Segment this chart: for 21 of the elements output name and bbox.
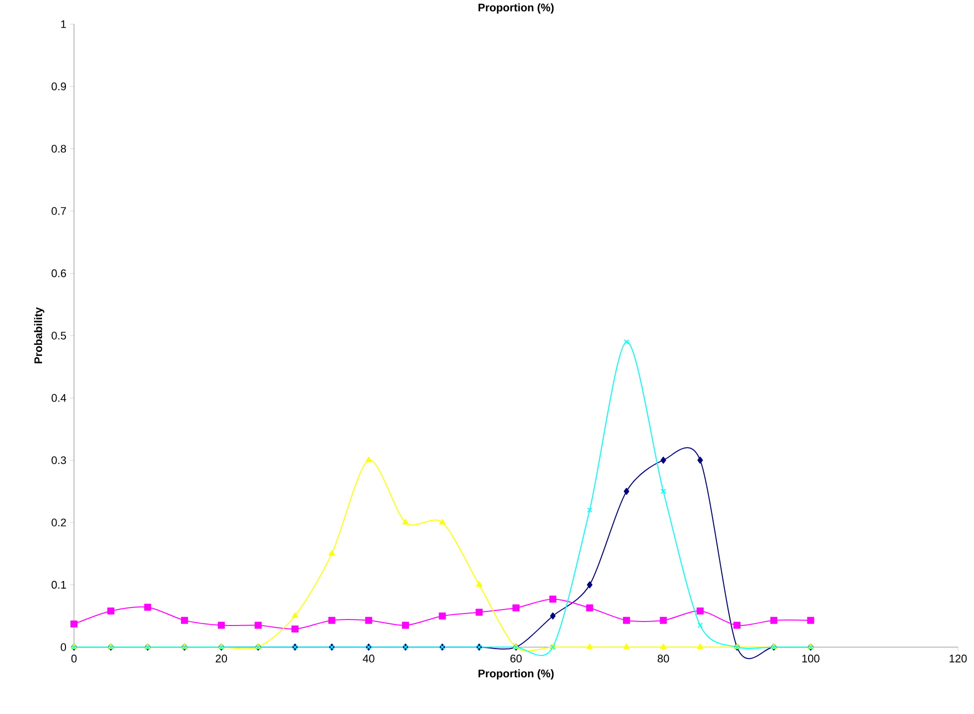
x-tick-label: 0 [71,654,77,662]
x-tick-label: 20 [216,654,228,662]
x-tick-label: 60 [510,654,522,662]
y-tick-label: 0.2 [52,518,66,526]
y-tick-label: 0.8 [52,144,66,153]
y-tick-label: 0.5 [52,332,66,340]
y-tick-label: 0.1 [52,580,66,589]
y-tick-label: 0.6 [52,269,66,278]
y-tick-label: 0.4 [52,394,66,402]
x-tick-label: 120 [950,654,967,662]
chart-title: Proportion (%) [478,3,554,14]
y-axis-title: Probability [34,307,44,364]
y-tick-label: 1 [61,20,66,28]
y-tick-label: 0.7 [52,207,66,215]
x-tick-label: 40 [362,654,374,662]
x-tick-label: 100 [802,654,820,662]
x-tick-label: 80 [658,654,670,662]
y-tick-label: 0 [60,643,66,651]
y-tick-label: 0.3 [52,456,66,464]
x-axis-title: Proportion (%) [478,669,554,680]
y-tick-label: 0.9 [52,82,66,90]
